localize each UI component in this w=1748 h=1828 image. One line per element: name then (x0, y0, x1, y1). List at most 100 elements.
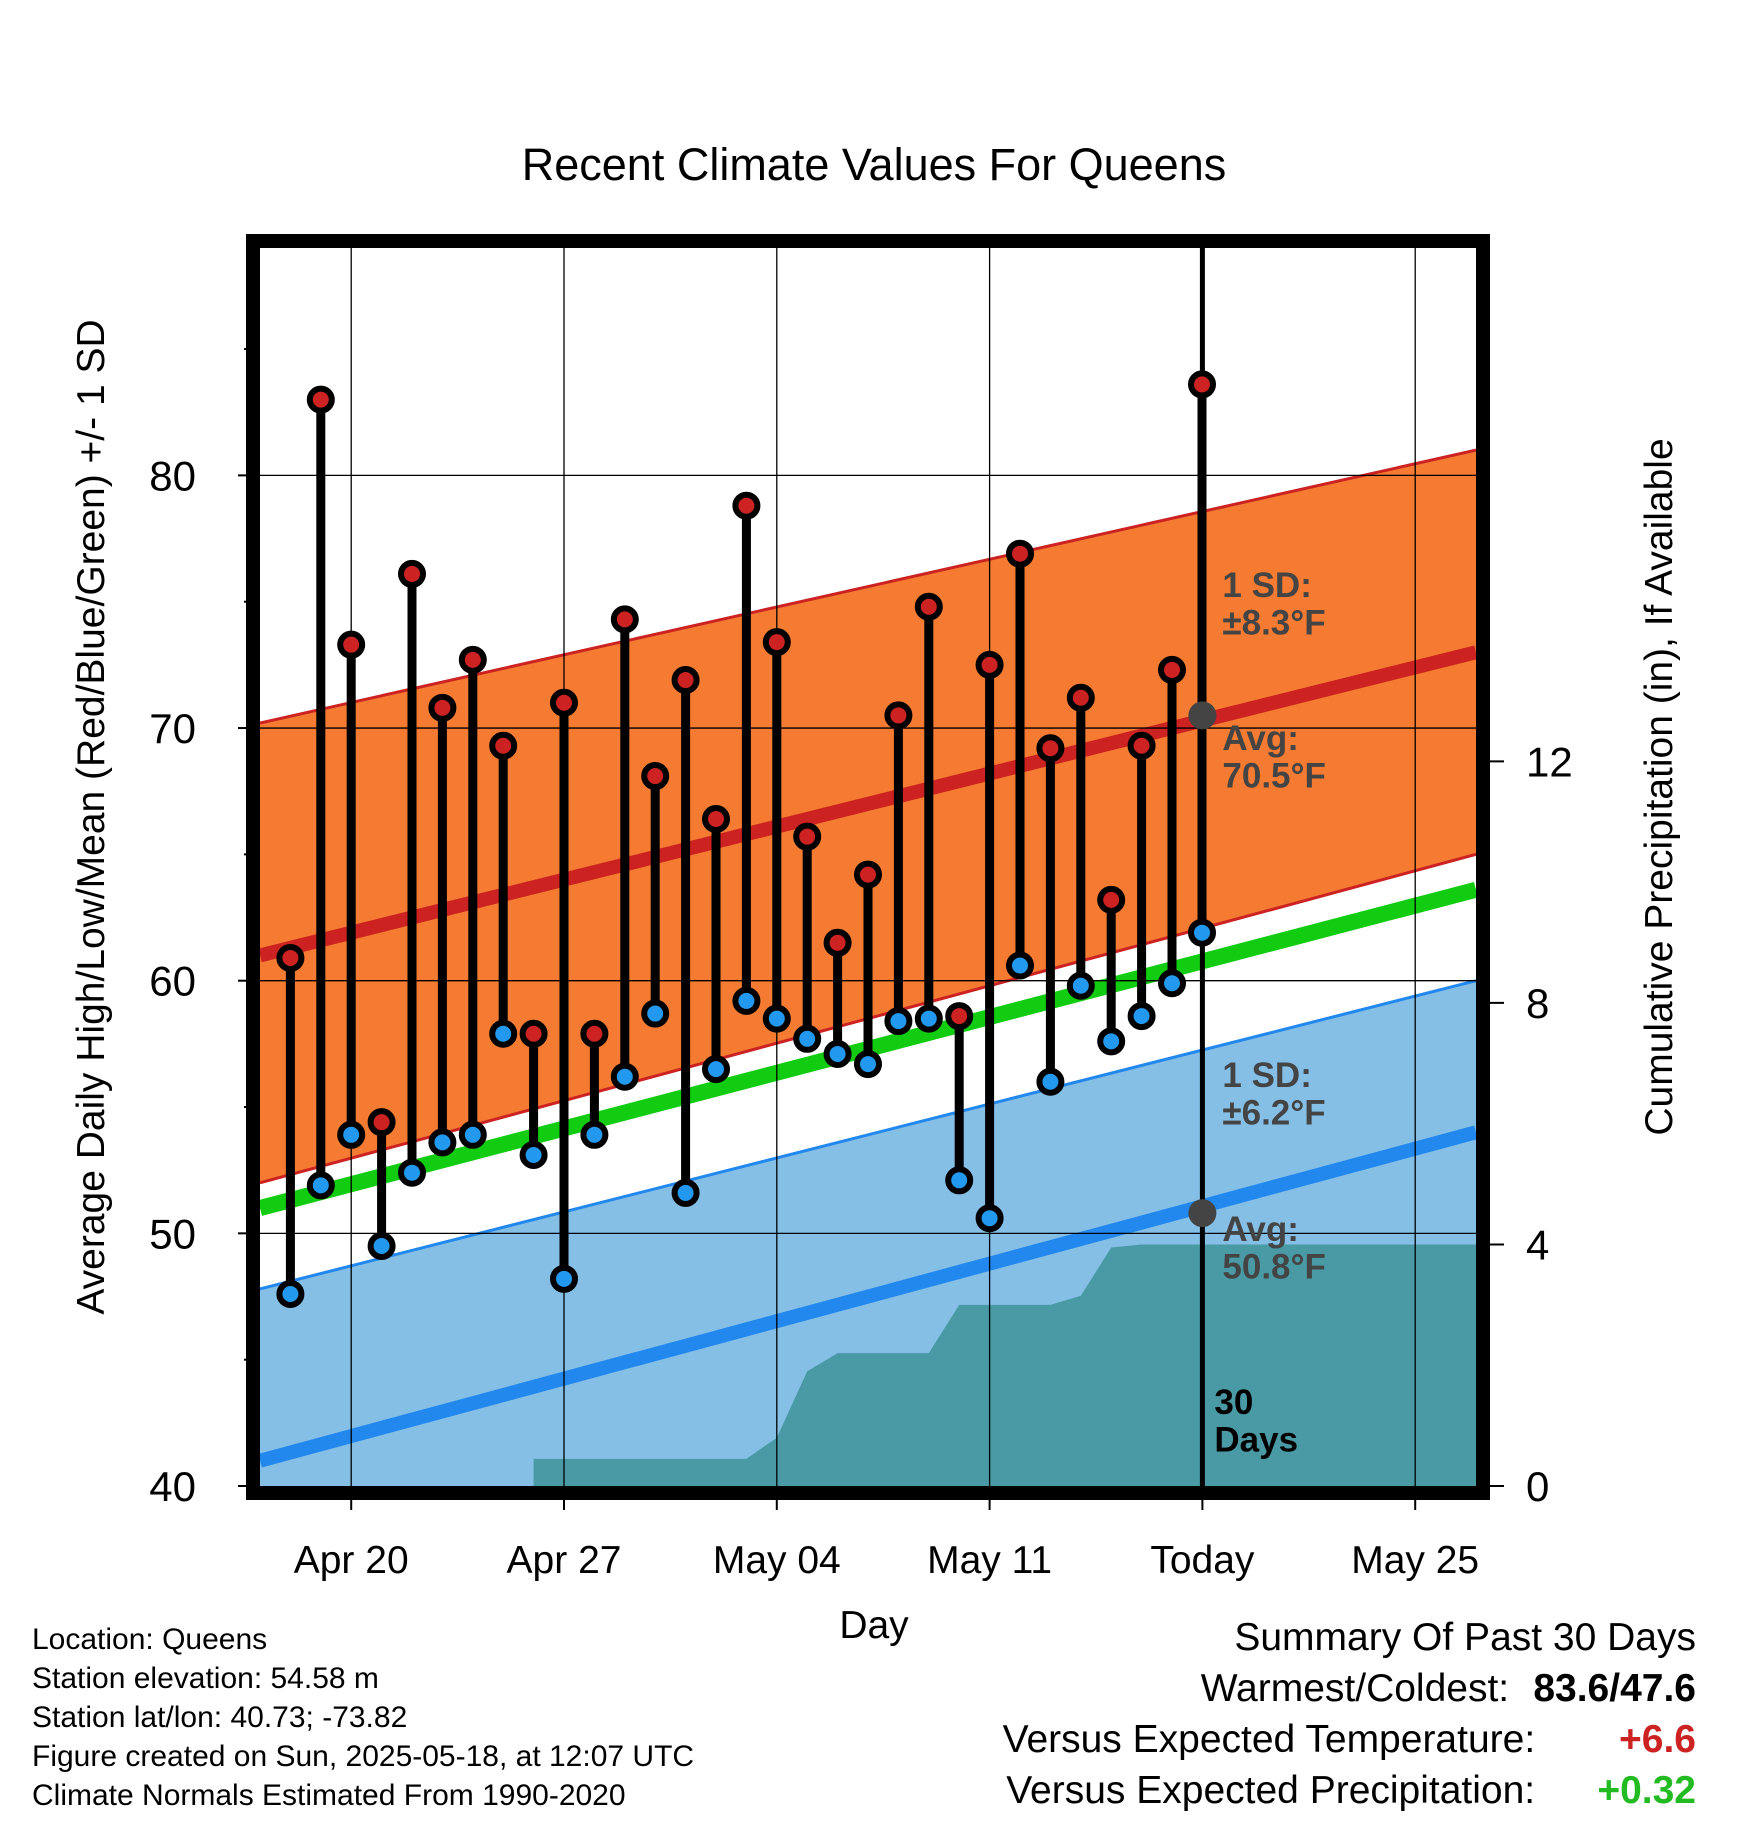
summary-warm-cold: Warmest/Coldest: 83.6/47.6 (1003, 1663, 1696, 1714)
x-tick-label: Apr 20 (294, 1539, 409, 1582)
high-point (458, 645, 487, 674)
temp-label: Versus Expected Temperature: (1002, 1718, 1536, 1761)
location-text: Location: Queens (32, 1623, 268, 1656)
y-tick-label: 50 (149, 1210, 196, 1257)
low-point (1036, 1067, 1065, 1096)
low-point (276, 1279, 305, 1308)
low-avg-line (260, 1125, 1476, 1468)
high-point (1006, 539, 1034, 568)
high-point (580, 1019, 609, 1048)
low-point (884, 1007, 913, 1036)
latlon-text: Station lat/lon: 40.73; -73.82 (32, 1701, 408, 1734)
high-point (276, 943, 305, 972)
high-point (762, 628, 791, 657)
y2-tick-label: 12 (1526, 738, 1573, 785)
low-point (337, 1120, 366, 1149)
precip-area (260, 1244, 1476, 1486)
low-point (641, 999, 670, 1028)
y-tick-label: 60 (149, 958, 196, 1005)
y-tick-label: 80 (149, 452, 196, 499)
low-avg-annotation: Avg: 50.8°F (1222, 1210, 1326, 1286)
low-sd-annotation: 1 SD: ±6.2°F (1222, 1056, 1325, 1132)
low-point (945, 1166, 974, 1195)
high-point (702, 804, 730, 833)
summary-title: Summary Of Past 30 Days (1234, 1616, 1696, 1659)
low-point (1188, 918, 1216, 947)
low-point (732, 986, 761, 1015)
summary-temp: Versus Expected Temperature: +6.6 (1003, 1714, 1696, 1765)
low-point (823, 1039, 852, 1068)
high-point (793, 822, 822, 851)
x-axis-title: Day (839, 1604, 909, 1647)
high-sd-upper-line (260, 448, 1476, 725)
x-tick-label: Apr 27 (507, 1539, 622, 1582)
high-point (519, 1019, 548, 1048)
low-point (367, 1231, 396, 1260)
summary-panel: Summary Of Past 30 Days Warmest/Coldest:… (1003, 1612, 1696, 1816)
x-tick-label: May 04 (713, 1539, 841, 1582)
x-tick-label: May 25 (1351, 1539, 1479, 1582)
low-point (580, 1120, 609, 1149)
low-point (489, 1019, 518, 1048)
elevation-text: Station elevation: 54.58 m (32, 1662, 379, 1695)
y2-tick-label: 0 (1526, 1463, 1549, 1510)
low-point (1127, 1002, 1156, 1031)
high-point (428, 693, 457, 722)
chart-title: Recent Climate Values For Queens (522, 139, 1227, 190)
high-point (306, 385, 335, 414)
low-point (610, 1062, 639, 1091)
low-point (550, 1264, 578, 1293)
high-avg-line (260, 645, 1476, 963)
created-text: Figure created on Sun, 2025-05-18, at 12… (32, 1740, 695, 1773)
today-low-avg-marker (1188, 1199, 1217, 1228)
high-point (671, 666, 700, 695)
high-point (975, 650, 1004, 679)
high-point (1158, 655, 1186, 684)
high-point (732, 491, 761, 520)
warm-cold-label: Warmest/Coldest: (1200, 1667, 1510, 1710)
y2-tick-label: 4 (1526, 1221, 1549, 1268)
high-point (367, 1108, 396, 1137)
low-point (1066, 971, 1095, 1000)
low-point (702, 1055, 730, 1084)
low-point (854, 1050, 882, 1079)
high-avg-annotation: Avg: 70.5°F (1222, 719, 1326, 795)
high-point (641, 762, 670, 791)
normals-text: Climate Normals Estimated From 1990-2020 (32, 1779, 626, 1812)
high-point (1127, 731, 1156, 760)
x-tick-label: May 11 (927, 1539, 1052, 1582)
y-tick-label: 70 (149, 705, 196, 752)
x-tick-label: Today (1150, 1539, 1255, 1582)
low-point (519, 1141, 548, 1170)
low-point (671, 1178, 700, 1207)
y-axis-title: Average Daily High/Low/Mean (Red/Blue/Gr… (70, 319, 113, 1314)
y2-axis-title: Cumulative Precipitation (in), If Availa… (1638, 438, 1681, 1135)
low-point (975, 1204, 1004, 1233)
days-marker-label: 30 Days (1214, 1383, 1298, 1459)
low-point (914, 1004, 943, 1033)
high-point (823, 928, 852, 957)
summary-precip: Versus Expected Precipitation: +0.32 (1003, 1765, 1696, 1816)
temp-value: +6.6 (1619, 1718, 1696, 1761)
high-point (398, 559, 426, 588)
low-point (398, 1158, 426, 1187)
low-point (793, 1024, 822, 1053)
high-point (1188, 370, 1216, 399)
today-high-avg-marker (1188, 701, 1217, 730)
high-point (610, 605, 639, 634)
warm-cold-value: 83.6/47.6 (1533, 1667, 1696, 1710)
high-point (337, 630, 366, 659)
high-point (550, 688, 578, 717)
low-point (1158, 969, 1186, 998)
high-point (884, 701, 913, 730)
high-point (1036, 734, 1065, 763)
low-sd-upper-line (260, 979, 1476, 1291)
low-point (1097, 1027, 1126, 1056)
y-tick-label: 40 (149, 1463, 196, 1510)
high-point (854, 860, 882, 889)
high-point (1097, 885, 1126, 914)
low-point (762, 1004, 791, 1033)
low-point (428, 1128, 457, 1157)
high-sd-annotation: 1 SD: ±8.3°F (1222, 566, 1325, 642)
